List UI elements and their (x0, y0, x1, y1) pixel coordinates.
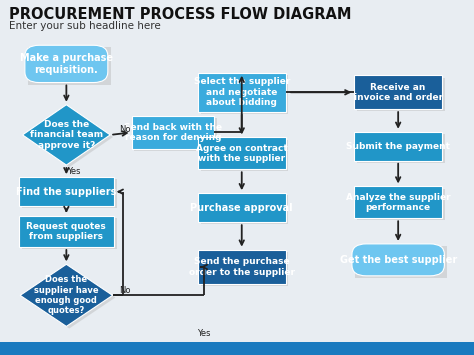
Text: Enter your sub headline here: Enter your sub headline here (9, 21, 160, 31)
FancyBboxPatch shape (357, 134, 445, 163)
FancyBboxPatch shape (25, 45, 108, 83)
Text: Analyze the supplier
performance: Analyze the supplier performance (346, 193, 450, 212)
FancyBboxPatch shape (22, 179, 117, 208)
Text: Select the supplier
and negotiate
about bidding: Select the supplier and negotiate about … (193, 77, 290, 107)
FancyBboxPatch shape (354, 132, 442, 161)
FancyBboxPatch shape (19, 216, 114, 247)
Text: Yes: Yes (67, 167, 80, 176)
Text: Purchase approval: Purchase approval (191, 203, 293, 213)
Text: Get the best supplier: Get the best supplier (339, 255, 457, 265)
FancyBboxPatch shape (198, 250, 285, 284)
Text: Does the
supplier have
enough good
quotes?: Does the supplier have enough good quote… (34, 275, 99, 316)
FancyBboxPatch shape (352, 244, 444, 276)
FancyBboxPatch shape (28, 48, 110, 85)
Text: Send back with the
reason for denying: Send back with the reason for denying (124, 123, 222, 142)
FancyBboxPatch shape (198, 193, 285, 222)
Polygon shape (23, 266, 116, 329)
FancyBboxPatch shape (354, 75, 442, 109)
FancyBboxPatch shape (357, 77, 445, 111)
Text: Request quotes
from suppliers: Request quotes from suppliers (27, 222, 106, 241)
FancyBboxPatch shape (201, 140, 288, 171)
FancyBboxPatch shape (201, 75, 288, 114)
FancyBboxPatch shape (19, 177, 114, 206)
Text: Receive an
invoice and order: Receive an invoice and order (354, 83, 443, 102)
Text: Make a purchase
requisition.: Make a purchase requisition. (20, 53, 113, 75)
FancyBboxPatch shape (22, 218, 117, 249)
Polygon shape (26, 107, 113, 167)
FancyBboxPatch shape (354, 186, 442, 218)
FancyBboxPatch shape (135, 118, 217, 151)
Text: No: No (118, 285, 130, 295)
Bar (0, 342, 474, 355)
Text: No: No (118, 125, 130, 134)
FancyBboxPatch shape (198, 137, 285, 169)
Text: Does the
financial team
approve it?: Does the financial team approve it? (30, 120, 103, 150)
FancyBboxPatch shape (357, 189, 445, 220)
Text: Yes: Yes (197, 329, 210, 338)
Text: Send the purchase
order to the supplier: Send the purchase order to the supplier (189, 257, 295, 277)
Text: Agree on contract
with the supplier: Agree on contract with the supplier (196, 144, 288, 163)
FancyBboxPatch shape (355, 246, 447, 278)
FancyBboxPatch shape (131, 116, 214, 149)
Polygon shape (23, 105, 110, 165)
Text: Find the suppliers: Find the suppliers (16, 187, 117, 197)
Polygon shape (20, 264, 113, 327)
FancyBboxPatch shape (201, 195, 288, 224)
FancyBboxPatch shape (201, 252, 288, 286)
Text: Submit the payment: Submit the payment (346, 142, 450, 151)
FancyBboxPatch shape (198, 73, 285, 112)
Text: PROCUREMENT PROCESS FLOW DIAGRAM: PROCUREMENT PROCESS FLOW DIAGRAM (9, 7, 351, 22)
